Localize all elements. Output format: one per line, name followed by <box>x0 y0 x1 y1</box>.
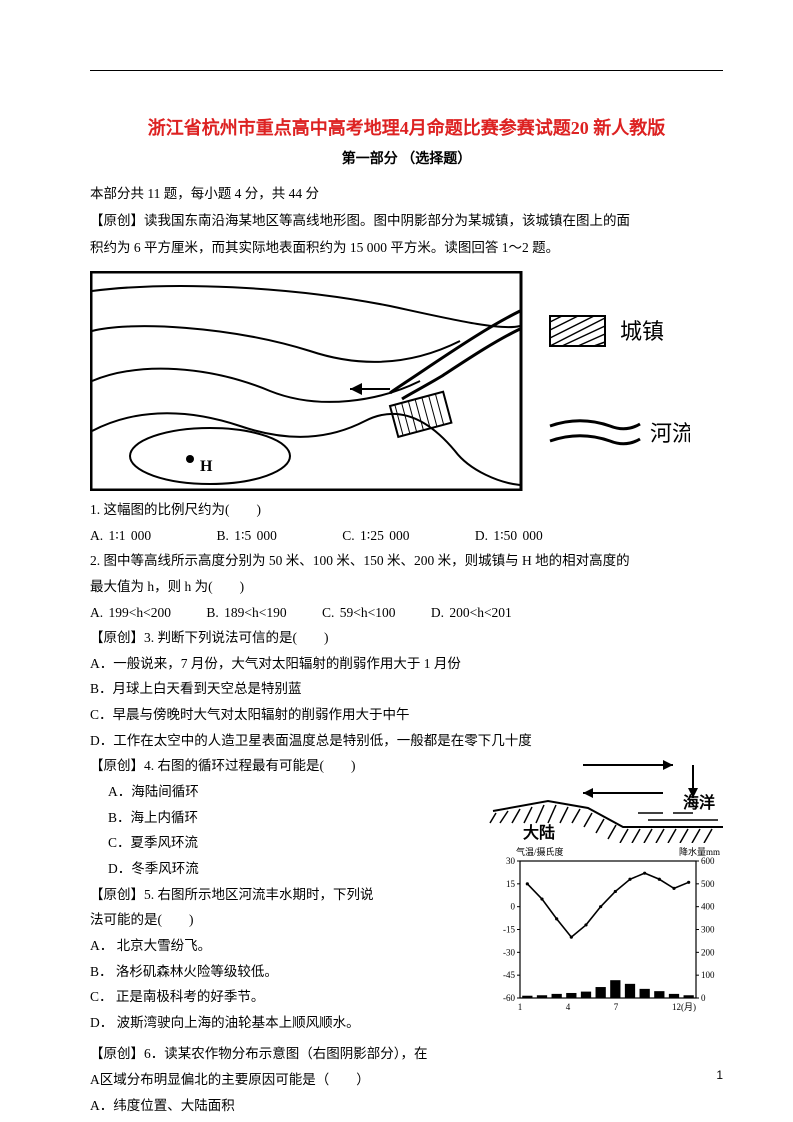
label-ocean: 海洋 <box>683 793 715 812</box>
svg-text:0: 0 <box>511 902 516 912</box>
intro-1: 本部分共 11 题，每小题 4 分，共 44 分 <box>90 180 723 207</box>
q3-c: C．早晨与傍晚时大气对太阳辐射的削弱作用大于中午 <box>90 702 723 728</box>
q6-a: A．纬度位置、大陆面积 <box>90 1093 478 1119</box>
climate-chart: 气温/摄氏度降水量mm30150-15-30-45-60600500400300… <box>488 843 723 1018</box>
q5: 【原创】5. 右图所示地区河流丰水期时，下列说 <box>90 882 478 908</box>
q6-options: A．纬度位置、大陆面积 <box>90 1093 478 1119</box>
sub-title: 第一部分 （选择题） <box>90 148 723 168</box>
svg-text:-15: -15 <box>503 925 515 935</box>
q1-c: C. 1∶25 000 <box>342 528 409 543</box>
q5-c: C． 正是南极科考的好季节。 <box>90 984 478 1010</box>
page: 浙江省杭州市重点高中高考地理4月命题比赛参赛试题20 新人教版 第一部分 （选择… <box>0 0 793 1122</box>
svg-text:300: 300 <box>701 925 715 935</box>
q6: 【原创】6．读某农作物分布示意图（右图阴影部分），在 <box>90 1041 478 1067</box>
svg-text:400: 400 <box>701 902 715 912</box>
q5-d: D． 波斯湾驶向上海的油轮基本上顺风顺水。 <box>90 1010 478 1036</box>
label-H: H <box>200 458 213 475</box>
map-figure: H <box>90 271 723 491</box>
q2-b: B. 189<h<190 <box>206 605 286 620</box>
page-number: 1 <box>716 1068 723 1082</box>
svg-text:气温/摄氏度: 气温/摄氏度 <box>516 846 564 857</box>
svg-text:12(月): 12(月) <box>672 1002 696 1012</box>
svg-text:1: 1 <box>518 1002 523 1012</box>
q3-d: D．工作在太空中的人造卫星表面温度总是特别低，一般都是在零下几十度 <box>90 728 723 754</box>
svg-text:500: 500 <box>701 879 715 889</box>
svg-text:100: 100 <box>701 971 715 981</box>
q5-a: A． 北京大雪纷飞。 <box>90 933 478 959</box>
q1: 1. 这幅图的比例尺约为( ) <box>90 497 723 523</box>
q4-d: D．冬季风环流 <box>90 856 478 882</box>
svg-text:30: 30 <box>506 856 516 866</box>
q3: 【原创】3. 判断下列说法可信的是( ) <box>90 625 723 651</box>
legend-town: 城镇 <box>620 319 664 344</box>
q4-c: C．夏季风环流 <box>90 830 478 856</box>
svg-text:7: 7 <box>614 1002 619 1012</box>
q5-options: A． 北京大雪纷飞。 B． 洛杉矶森林火险等级较低。 C． 正是南极科考的好季节… <box>90 933 478 1036</box>
legend-river: 河流 <box>650 421 690 446</box>
svg-text:15: 15 <box>506 879 516 889</box>
svg-text:600: 600 <box>701 856 715 866</box>
q4: 【原创】4. 右图的循环过程最有可能是( ) <box>90 753 478 779</box>
q5-b: B． 洛杉矶森林火险等级较低。 <box>90 959 478 985</box>
q6b: A区域分布明显偏北的主要原因可能是（ ） <box>90 1067 478 1093</box>
q2-options: A. 199<h<200 B. 189<h<190 C. 59<h<100 D.… <box>90 600 723 626</box>
q4-options: A．海陆间循环 B．海上内循环 C．夏季风环流 D．冬季风环流 <box>90 779 478 882</box>
q4-q5-block: 【原创】4. 右图的循环过程最有可能是( ) A．海陆间循环 B．海上内循环 C… <box>90 753 723 1118</box>
circulation-diagram: 大陆 海洋 <box>488 753 723 843</box>
q4-a: A．海陆间循环 <box>90 779 478 805</box>
q1-b: B. 1∶5 000 <box>217 528 277 543</box>
q2b: 最大值为 h，则 h 为( ) <box>90 574 723 600</box>
label-land: 大陆 <box>523 823 555 842</box>
q1-d: D. 1∶50 000 <box>475 528 543 543</box>
q2: 2. 图中等高线所示高度分别为 50 米、100 米、150 米、200 米，则… <box>90 548 723 574</box>
q1-a: A. 1∶1 000 <box>90 528 151 543</box>
q2-c: C. 59<h<100 <box>322 605 395 620</box>
q2-a: A. 199<h<200 <box>90 605 171 620</box>
svg-text:-45: -45 <box>503 971 515 981</box>
map-svg: H <box>90 271 690 491</box>
q3-a: A．一般说来，7 月份，大气对太阳辐射的削弱作用大于 1 月份 <box>90 651 723 677</box>
q1-options: A. 1∶1 000 B. 1∶5 000 C. 1∶25 000 D. 1∶5… <box>90 523 723 549</box>
q4-b: B．海上内循环 <box>90 805 478 831</box>
intro-2: 【原创】读我国东南沿海某地区等高线地形图。图中阴影部分为某城镇，该城镇在图上的面 <box>90 207 723 234</box>
top-rule <box>90 70 723 71</box>
title-main: 浙江省杭州市重点高中高考地理4月命题比赛参赛试题20 新人教版 <box>90 114 723 140</box>
q3-options: A．一般说来，7 月份，大气对太阳辐射的削弱作用大于 1 月份 B．月球上白天看… <box>90 651 723 754</box>
q3-b: B．月球上白天看到天空总是特别蓝 <box>90 676 723 702</box>
q5b: 法可能的是( ) <box>90 907 478 933</box>
q2-d: D. 200<h<201 <box>431 605 512 620</box>
svg-text:200: 200 <box>701 948 715 958</box>
svg-text:-60: -60 <box>503 993 515 1003</box>
intro-3: 积约为 6 平方厘米，而其实际地表面积约为 15 000 平方米。读图回答 1～… <box>90 234 723 261</box>
svg-text:4: 4 <box>566 1002 571 1012</box>
svg-text:-30: -30 <box>503 948 515 958</box>
svg-text:0: 0 <box>701 993 706 1003</box>
